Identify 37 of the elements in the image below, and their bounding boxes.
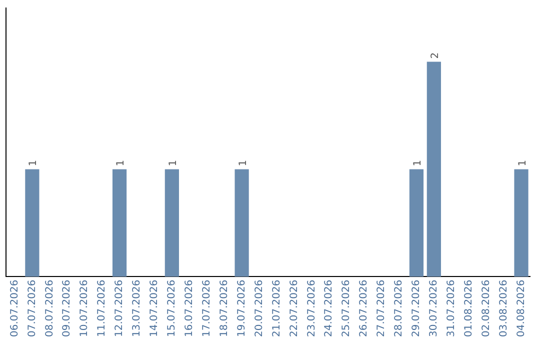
x-tick-label: 12.07.2026 [114,280,126,338]
data-label: 1 [238,160,249,166]
x-tick-label: 07.07.2026 [26,280,38,338]
x-tick-label: 27.07.2026 [376,280,388,338]
x-tick-label: 31.07.2026 [446,280,457,338]
x-tick-label: 08.07.2026 [44,280,56,338]
x-tick-label: 30.07.2026 [428,280,440,338]
x-tick-label: 15.07.2026 [166,280,178,338]
x-tick-label: 28.07.2026 [394,280,405,338]
x-tick-label: 03.08.2026 [498,280,510,338]
x-tick-label: 17.07.2026 [201,280,212,338]
x-tick-label: 19.07.2026 [236,280,248,338]
x-tick-label: 04.08.2026 [516,280,527,338]
x-tick-label: 26.07.2026 [358,280,370,338]
x-tick-label: 21.07.2026 [271,280,282,338]
x-tick-label: 22.07.2026 [288,280,300,338]
x-tick-label: 11.07.2026 [96,280,108,338]
x-tick-label: 25.07.2026 [341,280,352,338]
x-tick-label: 16.07.2026 [184,280,195,338]
x-tick-label: 18.07.2026 [218,280,230,338]
x-tick-label: 13.07.2026 [132,280,143,338]
x-tick-label: 29.07.2026 [411,280,422,338]
x-tick-label: 10.07.2026 [79,280,90,338]
x-tick-label: 09.07.2026 [62,280,73,338]
data-label: 1 [412,160,424,166]
x-tick-label: 14.07.2026 [149,280,160,338]
x-tick-label: 20.07.2026 [254,280,265,338]
data-label: 1 [168,160,179,166]
x-tick-label: 02.08.2026 [480,280,492,338]
x-tick-label: 01.08.2026 [463,280,474,338]
data-label: 2 [430,52,441,59]
data-label: 1 [28,160,40,166]
data-label: 1 [116,160,127,166]
x-tick-label: 06.07.2026 [9,280,20,338]
x-tick-label: 23.07.2026 [306,280,318,338]
x-tick-label: 24.07.2026 [324,280,335,338]
data-label: 1 [517,160,528,166]
